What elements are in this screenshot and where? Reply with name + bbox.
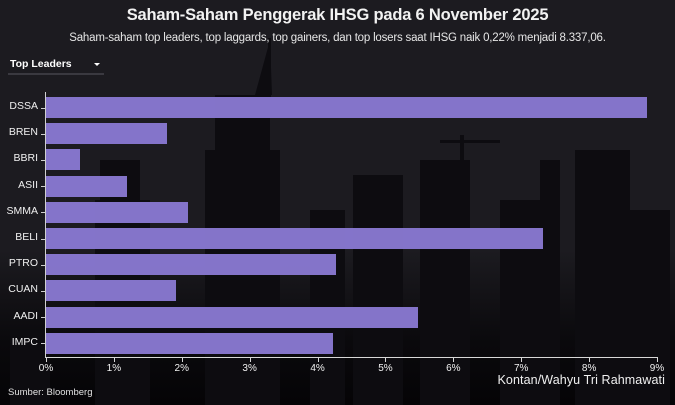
y-tick-mark	[41, 212, 45, 214]
y-tick-mark	[41, 186, 45, 188]
x-tick-label: 6%	[446, 363, 461, 374]
y-tick-label: CUAN	[8, 283, 38, 296]
y-tick-label: BBRI	[13, 152, 38, 165]
y-tick-mark	[41, 238, 45, 240]
x-tick-mark	[453, 357, 455, 362]
x-tick-mark	[521, 357, 523, 362]
bar-aadi[interactable]	[46, 306, 419, 328]
x-axis-line	[45, 357, 658, 358]
x-tick-mark	[249, 357, 251, 362]
x-tick-mark	[317, 357, 319, 362]
y-tick-label: BREN	[8, 126, 38, 139]
chart-title: Saham-Saham Penggerak IHSG pada 6 Novemb…	[126, 6, 549, 24]
x-tick-label: 2%	[174, 363, 189, 374]
author-credit: Kontan/Wahyu Tri Rahmawati	[497, 373, 665, 387]
x-tick-mark	[46, 357, 47, 362]
x-tick-label: 0%	[38, 363, 54, 374]
y-tick-label: ASII	[18, 178, 38, 191]
x-tick-label: 9%	[649, 363, 665, 374]
bar-bbri[interactable]	[46, 149, 80, 171]
x-tick-mark	[385, 357, 387, 362]
caret-down-icon	[94, 63, 100, 66]
source-note: Sumber: Bloomberg	[8, 387, 93, 398]
y-tick-mark	[41, 159, 45, 161]
chart-subtitle: Saham-saham top leaders, top laggards, t…	[69, 32, 606, 44]
x-tick-label: 1%	[106, 363, 122, 374]
y-tick-label: AADI	[13, 309, 38, 322]
bar-cuan[interactable]	[46, 280, 177, 302]
bar-asii[interactable]	[46, 175, 127, 197]
y-tick-mark	[41, 290, 45, 292]
x-tick-label: 3%	[242, 363, 257, 374]
x-tick-label: 7%	[513, 363, 529, 374]
dropdown-selected-label: Top Leaders	[10, 58, 72, 70]
y-tick-label: SMMA	[6, 204, 39, 217]
y-tick-mark	[41, 133, 45, 135]
bar-ptro[interactable]	[46, 254, 336, 276]
y-tick-mark	[41, 264, 45, 266]
bar-beli[interactable]	[46, 228, 543, 249]
bar-impc[interactable]	[46, 332, 334, 354]
y-tick-label: IMPC	[11, 335, 38, 348]
x-tick-mark	[181, 357, 183, 362]
y-tick-mark	[41, 107, 45, 109]
x-tick-mark	[589, 357, 591, 362]
y-tick-mark	[41, 317, 45, 319]
y-axis-line	[45, 92, 46, 358]
y-tick-label: DSSA	[9, 100, 38, 112]
x-tick-label: 8%	[581, 363, 597, 374]
y-tick-mark	[41, 343, 45, 345]
y-tick-label: PTRO	[8, 257, 38, 270]
bar-bren[interactable]	[46, 123, 167, 145]
x-tick-label: 4%	[310, 363, 325, 374]
x-tick-mark	[657, 357, 658, 362]
x-tick-mark	[113, 357, 115, 362]
category-dropdown[interactable]: Top Leaders	[8, 56, 104, 75]
bar-smma[interactable]	[46, 201, 188, 223]
y-tick-label: BELI	[15, 231, 38, 243]
bar-dssa[interactable]	[46, 97, 647, 118]
x-tick-label: 5%	[378, 363, 393, 374]
